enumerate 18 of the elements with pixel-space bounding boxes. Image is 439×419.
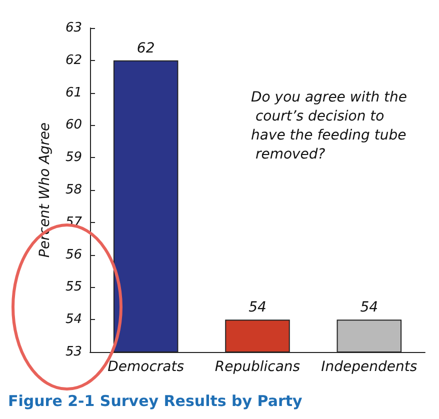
data-label: 54 [248, 300, 266, 316]
y-tick-label: 56 [65, 247, 82, 262]
y-tick-label: 55 [65, 280, 82, 295]
x-tick-label: Independents [321, 359, 418, 375]
y-tick-label: 59 [65, 150, 82, 166]
y-tick-label: 53 [65, 344, 82, 360]
x-tick-label: Republicans [214, 359, 300, 375]
y-tick-label: 62 [65, 52, 82, 68]
y-tick-label: 58 [65, 182, 82, 198]
annotation: Do you agree with the court’s decision to have the feeding tube removed? [251, 90, 407, 162]
y-tick-label: 60 [65, 118, 82, 133]
data-label: 54 [360, 300, 378, 316]
y-tick-label: 54 [65, 312, 82, 328]
y-tick-label: 63 [65, 20, 82, 36]
text: Figure 2-1 Survey Results by Party [8, 392, 302, 410]
x-tick-label: Democrats [108, 359, 184, 375]
y-tick-label: 61 [65, 85, 82, 100]
data-label: 62 [136, 40, 155, 56]
